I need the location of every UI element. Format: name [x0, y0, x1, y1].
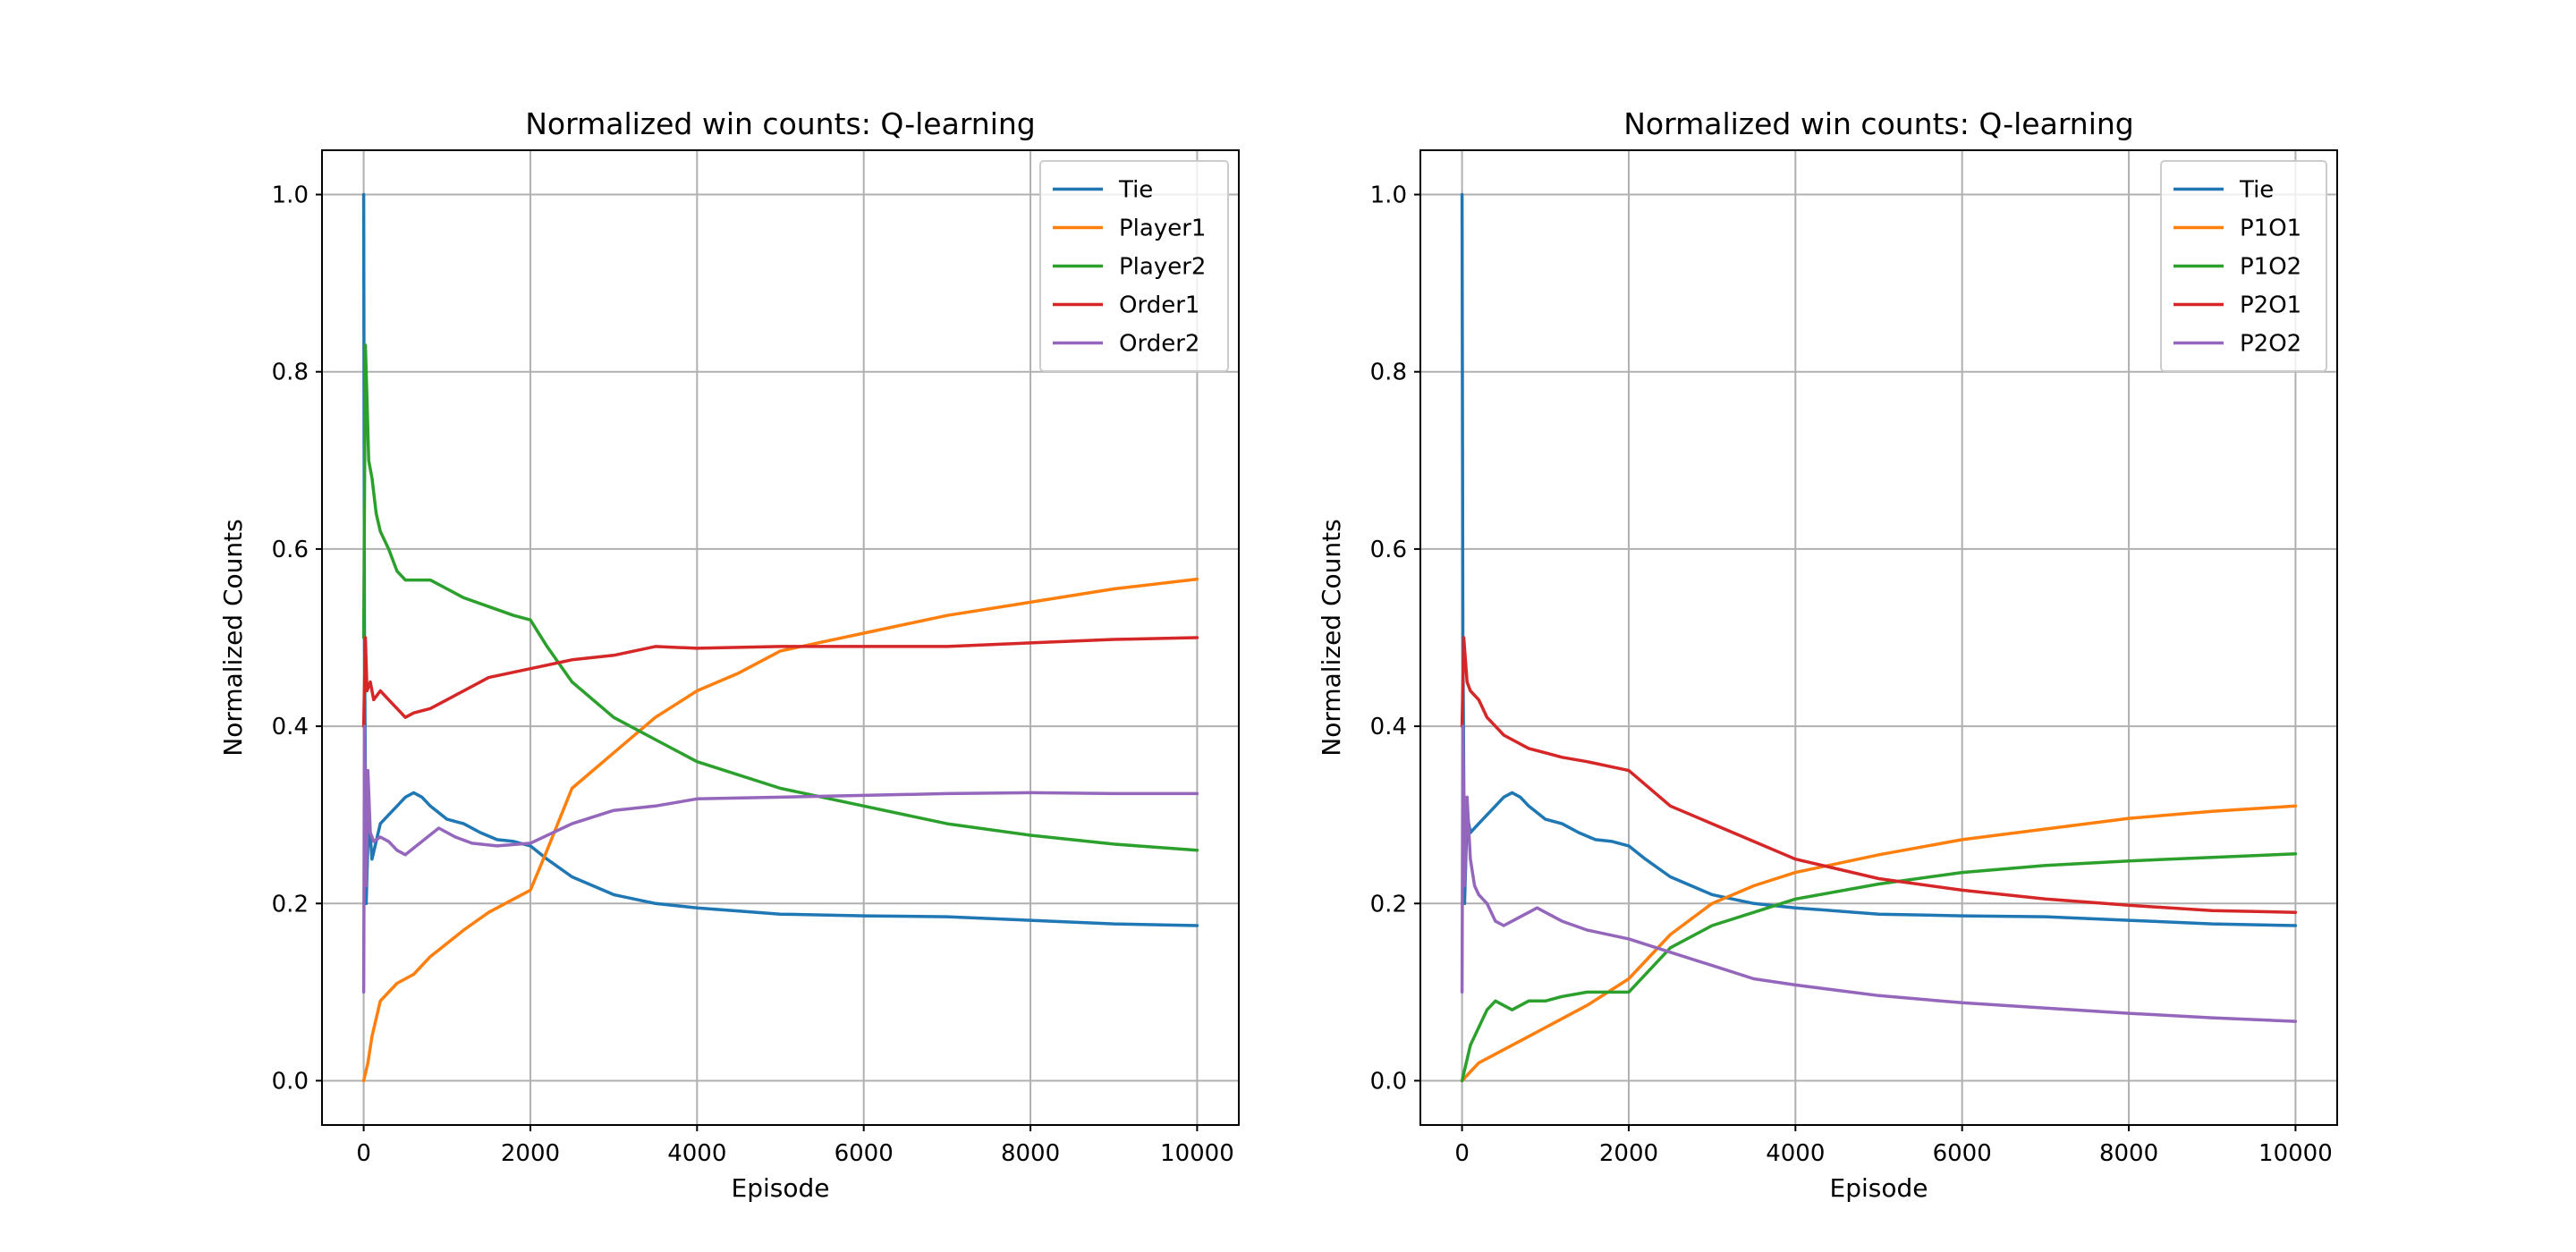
x-tick-label: 6000	[835, 1140, 894, 1167]
series-line-p1o2	[1460, 852, 2298, 1083]
y-axis-label: Normalized Counts	[218, 519, 248, 756]
legend-label-player1: Player1	[1119, 216, 1206, 242]
series-line-tie	[361, 192, 1199, 927]
x-tick-label: 10000	[1160, 1140, 1234, 1167]
x-tick-label: 0	[356, 1140, 371, 1167]
series-line-order2	[361, 724, 1199, 994]
y-tick-label: 0.2	[1370, 891, 1407, 918]
legend-label-p2o2: P2O2	[2240, 331, 2301, 358]
legend: Tie P1O1 P1O2 P2O1 P2O2	[2160, 160, 2327, 372]
legend-label-order1: Order1	[1119, 292, 1199, 319]
y-tick-label: 0.8	[1370, 360, 1407, 386]
chart-title: Normalized win counts: Q-learning	[525, 106, 1036, 141]
legend-box	[2160, 160, 2327, 372]
legend-label-player2: Player2	[1119, 254, 1206, 281]
series-line-player1	[361, 577, 1199, 1083]
y-axis-label: Normalized Counts	[1317, 519, 1346, 756]
series-line-order1	[361, 636, 1199, 728]
y-tick-label: 1.0	[272, 182, 309, 209]
y-tick-label: 1.0	[1370, 182, 1407, 209]
legend-label-p1o2: P1O2	[2240, 254, 2301, 281]
x-tick-label: 2000	[1599, 1140, 1658, 1167]
x-tick-label: 0	[1454, 1140, 1470, 1167]
series-line-tie	[1460, 192, 2298, 927]
legend-label-p2o1: P2O1	[2240, 292, 2301, 319]
x-tick-label: 4000	[667, 1140, 726, 1167]
legend-label-p1o1: P1O1	[2240, 216, 2301, 242]
series-line-p2o2	[1460, 724, 2298, 1023]
y-tick-label: 0.4	[272, 714, 309, 740]
plot-frame	[1419, 149, 2338, 1126]
x-tick-label: 8000	[2099, 1140, 2158, 1167]
y-tick-label: 0.6	[272, 537, 309, 563]
legend-box	[1039, 160, 1229, 372]
series-group	[361, 192, 1199, 1083]
series-group	[1460, 192, 2298, 1083]
y-tick-label: 0.4	[1370, 714, 1407, 740]
legend: Tie Player1 Player2 Order1 Order2	[1039, 160, 1229, 372]
y-tick-label: 0.8	[272, 360, 309, 386]
series-line-p2o1	[1460, 636, 2298, 914]
y-tick-label: 0.6	[1370, 537, 1407, 563]
plot-frame	[321, 149, 1240, 1126]
y-tick-label: 0.2	[272, 891, 309, 918]
legend-label-order2: Order2	[1119, 331, 1199, 358]
x-tick-label: 4000	[1766, 1140, 1825, 1167]
x-tick-label: 6000	[1933, 1140, 1992, 1167]
legend-label-tie: Tie	[2239, 177, 2274, 204]
x-axis-label: Episode	[1830, 1173, 1928, 1203]
legend-label-tie: Tie	[1118, 177, 1153, 204]
chart-panel-1: 0 2000 4000 6000 8000 10000 0.0 0.2 0.4 0.6 0.8 1.0…	[218, 106, 1240, 1203]
chart-title: Normalized win counts: Q-learning	[1623, 106, 2134, 141]
x-tick-label: 2000	[501, 1140, 560, 1167]
x-tick-label: 10000	[2258, 1140, 2333, 1167]
chart-panel-2: 0 2000 4000 6000 8000 10000 0.0 0.2 0.4 0.6 0.8 1.0…	[1317, 106, 2338, 1203]
x-axis-label: Episode	[732, 1173, 830, 1203]
x-tick-label: 8000	[1001, 1140, 1060, 1167]
series-line-p1o1	[1460, 804, 2298, 1083]
y-tick-label: 0.0	[272, 1068, 309, 1095]
y-tick-label: 0.0	[1370, 1068, 1407, 1095]
